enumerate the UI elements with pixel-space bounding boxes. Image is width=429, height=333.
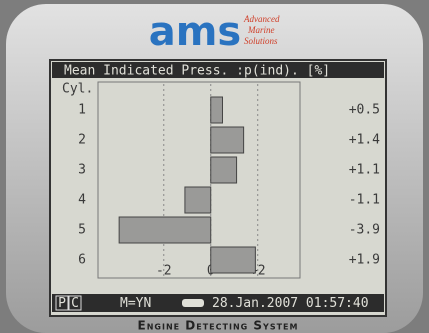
bar	[211, 157, 237, 183]
value-label: +1.1	[349, 163, 380, 178]
bar	[185, 187, 211, 213]
logo-tagline: Solutions	[244, 36, 278, 46]
y-tick-label: 1	[78, 103, 86, 118]
logo-tagline: Advanced	[243, 14, 280, 24]
y-tick-label: 4	[78, 193, 86, 208]
y-tick-label: 3	[78, 163, 86, 178]
bar	[211, 127, 244, 153]
y-tick-label: 2	[78, 133, 86, 148]
bar	[211, 247, 256, 273]
y-tick-label: 6	[78, 253, 86, 268]
y-axis-label: Cyl.	[62, 82, 93, 97]
logo-tagline: Marine	[247, 25, 275, 35]
value-label: +0.5	[349, 103, 380, 118]
bar	[119, 217, 211, 243]
device: ams Advanced Marine Solutions Mean Indic…	[0, 0, 429, 333]
value-label: +1.4	[349, 133, 380, 148]
value-label: -1.1	[349, 193, 380, 208]
value-label: +1.9	[349, 253, 380, 268]
footer: Engine Detecting System	[138, 319, 299, 333]
mode: C	[71, 296, 79, 311]
y-tick-label: 5	[78, 223, 86, 238]
logo: ams	[149, 9, 241, 55]
bar	[211, 97, 223, 123]
mode: P	[58, 296, 66, 311]
value-label: -3.9	[349, 223, 380, 238]
battery-icon	[182, 299, 204, 307]
flag: M=YN	[120, 296, 151, 311]
datetime: 28.Jan.2007 01:57:40	[212, 296, 369, 311]
x-tick-label: -2	[156, 264, 172, 279]
chart-title: Mean Indicated Press. :p(ind). [%]	[64, 64, 330, 79]
